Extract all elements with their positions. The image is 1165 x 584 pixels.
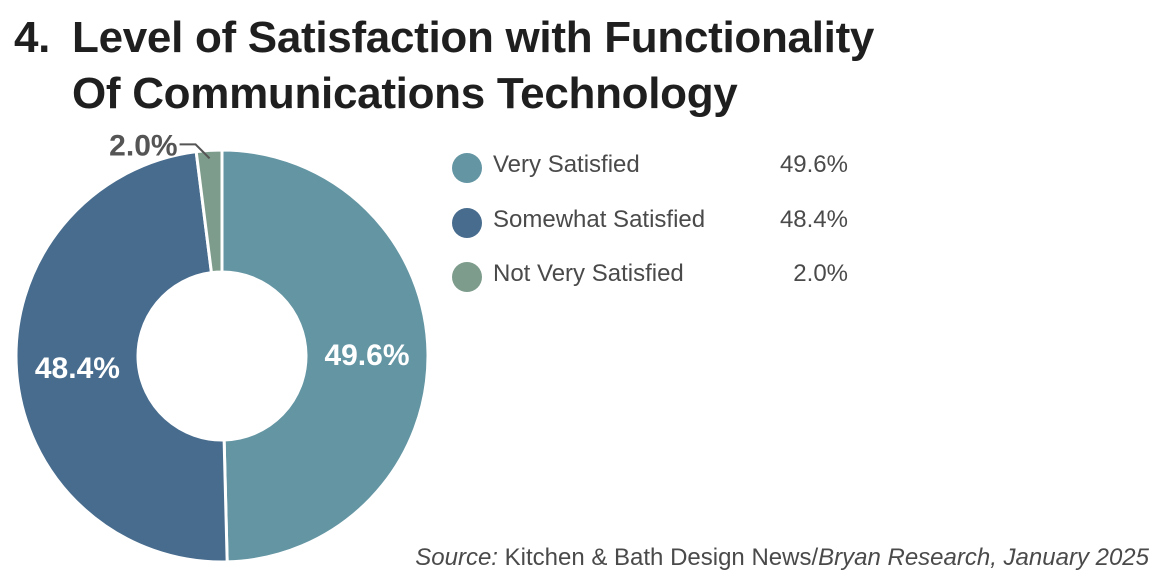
legend-swatch-very-satisfied: [452, 153, 482, 183]
legend-label-somewhat-satisfied: Somewhat Satisfied: [493, 205, 706, 233]
legend-swatch-somewhat-satisfied: [452, 207, 482, 238]
legend-value-not-very-satisfied: 2.0%: [793, 260, 848, 287]
data-label-somewhat-satisfied: 48.4%: [35, 352, 120, 385]
slice-not-very-satisfied: [194, 148, 224, 275]
slice-somewhat-satisfied: [14, 150, 229, 564]
title-line-2: Of Communications Technology: [72, 69, 738, 118]
legend-value-very-satisfied: 49.6%: [779, 151, 848, 178]
donut-chart: 49.6% 48.4% 2.0%: [14, 129, 430, 564]
source-note: Source: Kitchen & Bath Design News/Bryan…: [415, 544, 1149, 572]
legend-label-very-satisfied: Very Satisfied: [493, 151, 640, 178]
slice-very-satisfied: [220, 148, 430, 564]
data-label-very-satisfied: 49.6%: [324, 339, 409, 372]
legend-item-somewhat-satisfied: Somewhat Satisfied 48.4%: [452, 200, 872, 255]
data-label-not-very-satisfied: 2.0%: [109, 129, 177, 162]
legend-label-not-very-satisfied: Not Very Satisfied: [493, 260, 684, 287]
source-research: Bryan Research, January 2025: [818, 544, 1149, 571]
legend-item-not-very-satisfied: Not Very Satisfied 2.0%: [452, 254, 872, 309]
legend: Very Satisfied 49.6% Somewhat Satisfied …: [452, 145, 872, 309]
legend-item-very-satisfied: Very Satisfied 49.6%: [452, 145, 872, 200]
legend-swatch-not-very-satisfied: [452, 262, 482, 292]
legend-value-somewhat-satisfied: 48.4%: [779, 205, 848, 233]
source-prefix: Source:: [415, 544, 498, 571]
chart-number: 4.: [14, 13, 51, 62]
title-line-1: Level of Satisfaction with Functionality: [72, 13, 875, 62]
leader-line-not-very-satisfied: [179, 143, 211, 160]
chart-title: 4. Level of Satisfaction with Functionali…: [14, 10, 874, 122]
source-publication: Kitchen & Bath Design News/: [504, 544, 819, 571]
